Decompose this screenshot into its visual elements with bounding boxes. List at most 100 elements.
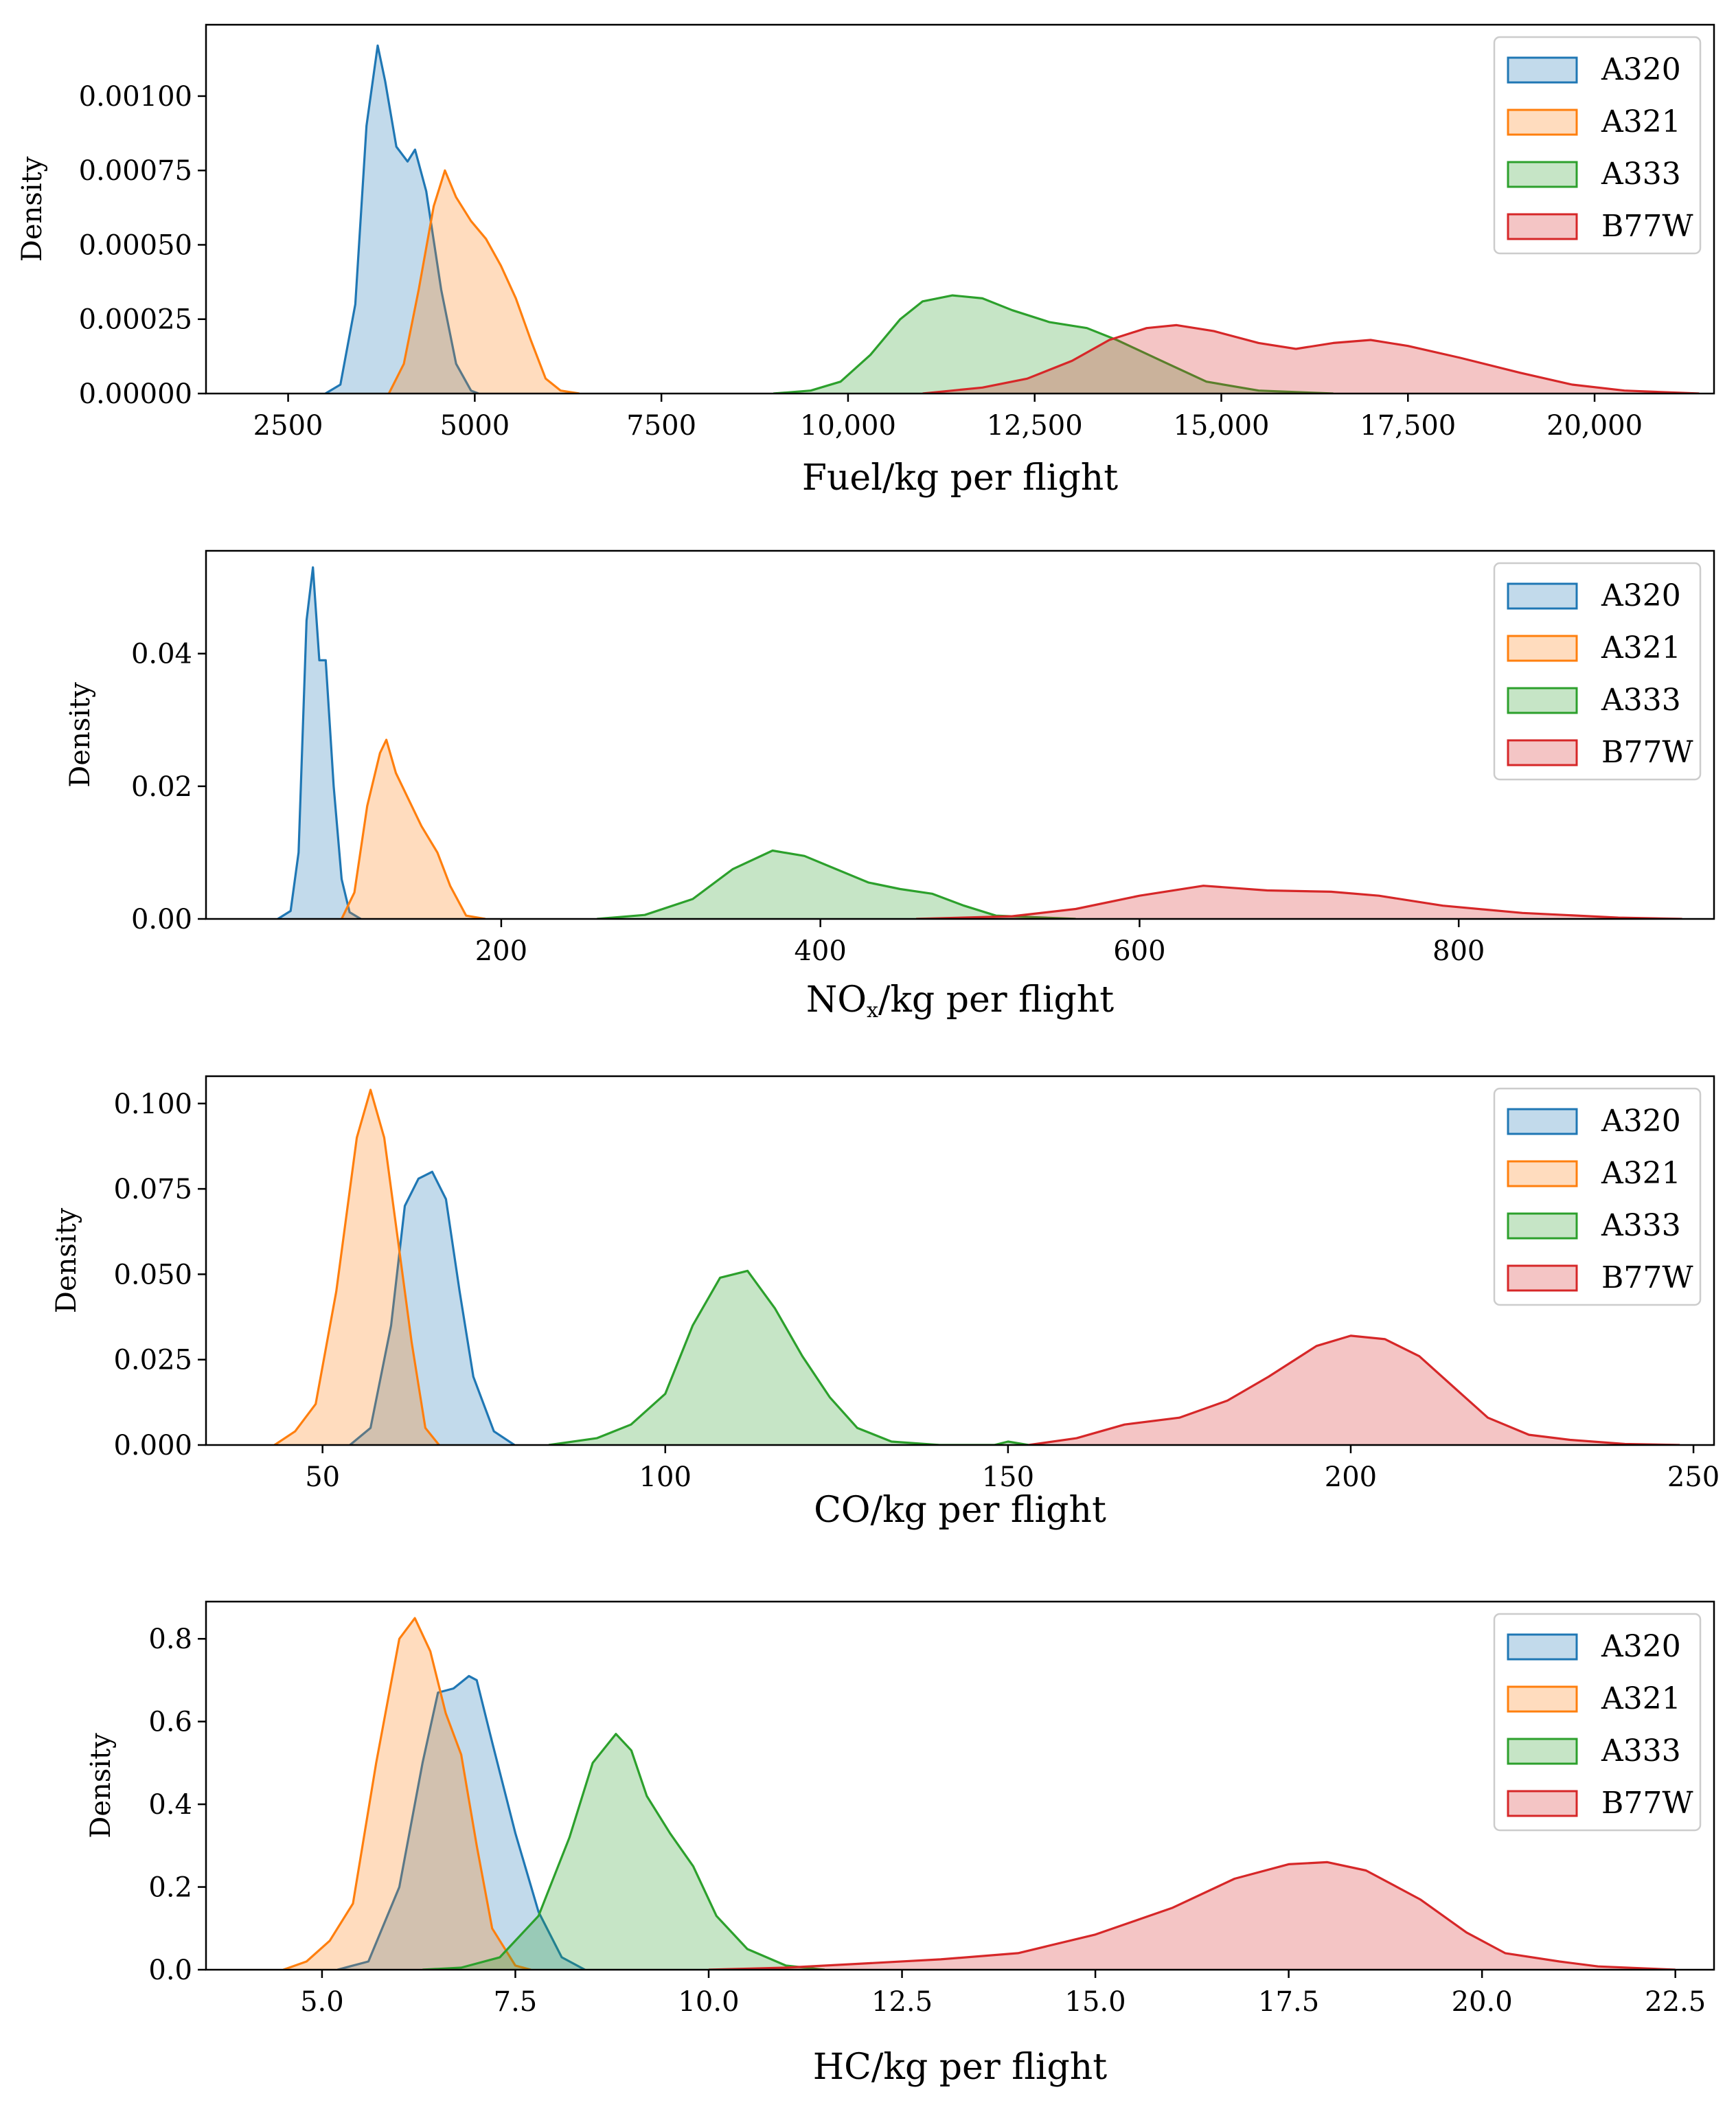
legend-label-a321: A321 [1601,1681,1681,1716]
x-tick-label: 100 [639,1461,692,1493]
y-tick-label: 0.00 [131,904,192,935]
x-tick-label: 22.5 [1645,1986,1706,2018]
density-line-a321 [387,169,580,394]
density-line-a333 [597,849,1076,919]
panel-3: 50 100 150 200 250 0.000 0.025 0.050 0.075 0.100 C… [51,1075,1720,1531]
density-fill-a333 [549,1271,1029,1445]
density-line-a320 [277,566,362,919]
legend-label-a321: A321 [1601,104,1681,139]
y-tick-label: 0.00100 [79,81,192,113]
y-tick-label: 0.00000 [79,378,192,410]
legend-swatch-a321 [1507,635,1578,662]
x-tick-label: 15,000 [1174,410,1270,442]
x-tick-label: 15.0 [1065,1986,1126,2018]
x-axis-label-main: NO [806,979,867,1021]
density-fill-a333 [422,1733,825,1970]
x-tick-label: 600 [1113,935,1165,967]
y-axis-label: Density [16,156,48,262]
y-axis-label: Density [65,682,96,788]
x-tick-label: 20.0 [1452,1986,1513,2018]
density-fill-a321 [389,170,580,394]
y-tick-label: 0.100 [113,1089,192,1120]
legend-label-b77w: B77W [1601,1786,1693,1821]
legend-swatch-a320 [1507,56,1578,84]
axes-frame [205,23,1715,395]
density-fill-a320 [337,1676,585,1970]
y-tick-label: 0.00025 [79,304,192,336]
legend-swatch-a321 [1507,1160,1578,1187]
x-tick-label: 10.0 [678,1986,739,2018]
x-axis-label: NOx/kg per flight [806,979,1114,1023]
y-tick-label: 0.0 [148,1955,192,1986]
legend-swatch-a333 [1507,687,1578,714]
legend-swatch-a333 [1507,161,1578,188]
x-tick-label: 150 [982,1461,1034,1493]
x-tick-label: 2500 [253,410,323,442]
legend-label-b77w: B77W [1601,209,1693,244]
density-fill-a321 [341,740,486,919]
legend-label-a320: A320 [1601,1629,1681,1664]
legend-label-a333: A333 [1601,1208,1681,1243]
x-axis-label-main: Fuel/kg per flight [802,457,1118,499]
legend-box [1493,36,1702,255]
legend: A320 A321 A333 B77W [1493,1087,1702,1306]
density-fill-a320 [350,1172,515,1445]
x-tick-label: 200 [1325,1461,1377,1493]
density-line-a321 [273,1089,440,1445]
legend-label-a333: A333 [1601,683,1681,718]
x-tick-label: 10,000 [800,410,896,442]
x-tick-label: 20,000 [1546,410,1643,442]
x-tick-label: 5.0 [300,1986,344,2018]
plot-area [283,1617,1676,1970]
density-line-b77w [916,885,1682,919]
x-tick-label: 50 [305,1461,340,1493]
density-line-a333 [773,294,1334,394]
x-tick-label: 400 [794,935,846,967]
legend-swatch-b77w [1507,1790,1578,1817]
x-tick-label: 200 [475,935,527,967]
density-fill-a321 [274,1089,439,1445]
legend-label-b77w: B77W [1601,1260,1693,1295]
density-line-b77w [708,1861,1676,1970]
panel-1: 2500 5000 7500 10,000 12,500 15,000 17,500 20,0… [16,23,1715,499]
density-line-b77w [1028,1334,1680,1445]
legend-label-b77w: B77W [1601,735,1693,770]
legend-swatch-a320 [1507,1108,1578,1135]
x-tick-label: 12,500 [987,410,1083,442]
axes-frame [205,549,1715,920]
legend-swatch-a333 [1507,1738,1578,1765]
axes-frame [205,1600,1715,1971]
density-line-a321 [283,1617,532,1970]
x-axis-label: Fuel/kg per flight [802,457,1118,499]
legend-swatch-a320 [1507,1633,1578,1661]
plot-area [277,566,1682,919]
density-fill-b77w [922,325,1700,394]
legend-swatch-b77w [1507,213,1578,240]
density-line-a333 [422,1733,825,1970]
density-fill-a320 [325,45,479,394]
legend-swatch-b77w [1507,739,1578,766]
y-axis-label: Density [85,1733,117,1839]
legend-swatch-b77w [1507,1264,1578,1292]
legend: A320 A321 A333 B77W [1493,1613,1702,1832]
x-tick-label: 7.5 [494,1986,538,2018]
density-line-a320 [349,1170,516,1445]
legend-label-a320: A320 [1601,52,1681,87]
x-tick-label: 250 [1667,1461,1720,1493]
density-fill-b77w [709,1862,1676,1970]
y-tick-label: 0.050 [113,1259,192,1290]
x-tick-label: 7500 [626,410,696,442]
y-tick-label: 0.025 [113,1345,192,1376]
legend-swatch-a333 [1507,1212,1578,1240]
y-tick-label: 0.04 [131,639,192,670]
x-tick-label: 12.5 [871,1986,933,2018]
y-tick-label: 0.6 [148,1707,192,1738]
x-axis-label-main: HC/kg per flight [813,2047,1108,2088]
panel-4: 5.0 7.5 10.0 12.5 15.0 17.5 20.0 22.5 0.0 0.2 0.4 0… [85,1600,1715,2088]
density-fill-a333 [773,295,1334,394]
x-axis-label-tail: /kg per flight [878,979,1114,1021]
legend-swatch-a321 [1507,109,1578,136]
density-line-a321 [341,738,486,919]
density-fill-a333 [597,850,1076,919]
plot-area [273,1089,1680,1445]
